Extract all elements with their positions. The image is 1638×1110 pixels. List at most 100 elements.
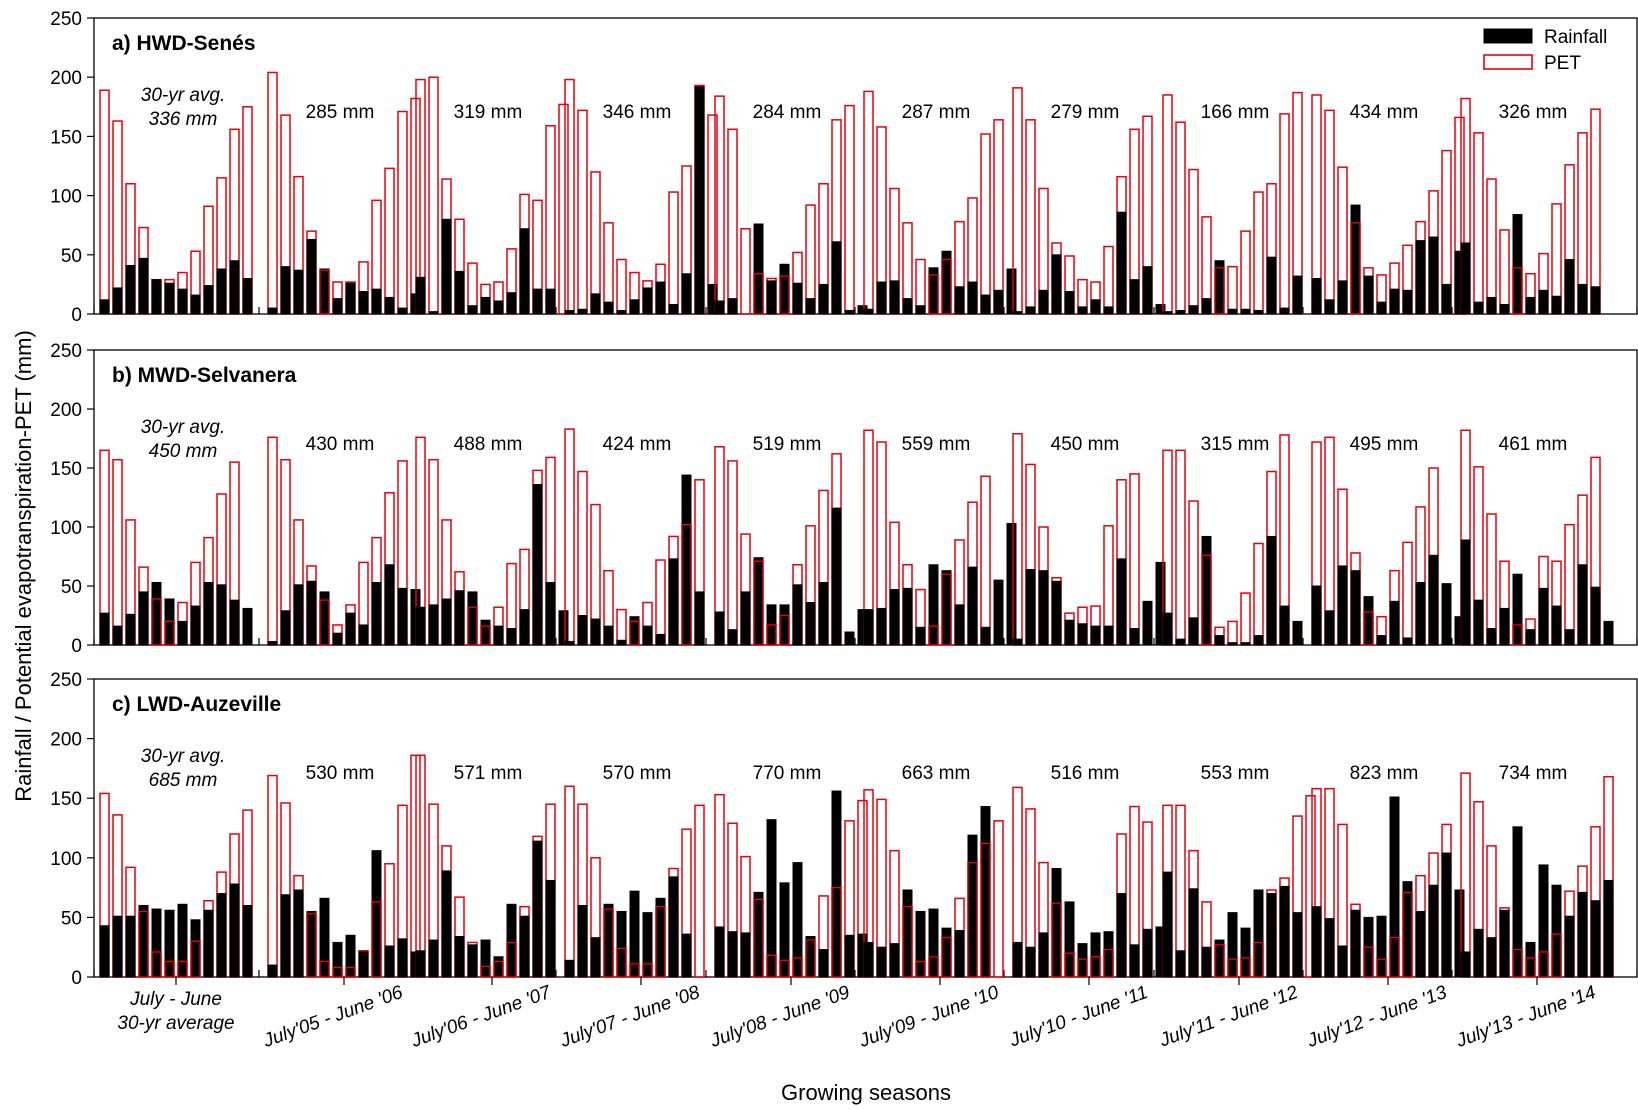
pet-bar: [863, 90, 874, 315]
pet-bar-overlay: [151, 598, 162, 646]
pet-bar: [112, 120, 123, 315]
pet-bar-overlay: [1512, 624, 1523, 646]
pet-bar: [384, 167, 395, 315]
rainfall-bar: [629, 299, 640, 315]
rainfall-bar: [190, 294, 201, 315]
pet-bar-overlay: [480, 625, 491, 646]
rainfall-bar: [564, 309, 575, 315]
pet-bar: [112, 458, 123, 646]
rainfall-bar: [229, 883, 240, 978]
pet-bar: [1564, 523, 1575, 646]
panel-title: c) LWD-Auzeville: [112, 693, 281, 716]
pet-bar-overlay: [642, 963, 653, 978]
rainfall-bar: [1577, 891, 1588, 978]
rainfall-bar: [805, 935, 816, 978]
rainfall-bar: [727, 298, 738, 315]
rainfall-bar: [480, 296, 491, 315]
pet-bar: [616, 258, 627, 315]
rainfall-bar: [1038, 289, 1049, 315]
rainfall-bar: [1051, 868, 1062, 978]
season-total-label: 519 mm: [753, 434, 822, 455]
rainfall-bar: [915, 910, 926, 978]
rainfall-bar: [112, 287, 123, 315]
rainfall-bar: [1012, 638, 1023, 646]
rainfall-bar: [1227, 912, 1238, 978]
rainfall-bar: [164, 909, 175, 978]
pet-bar-overlay: [1077, 958, 1088, 978]
x-axis-title: Growing seasons: [781, 1080, 951, 1105]
rainfall-bar: [267, 964, 278, 978]
pet-bar: [564, 785, 575, 978]
legend-rainfall-label: Rainfall: [1544, 27, 1607, 48]
rainfall-bar: [519, 915, 530, 978]
pet-bar-overlay: [480, 965, 491, 978]
pet-bar: [428, 76, 439, 315]
rainfall-bar: [603, 625, 614, 646]
season-total-label: 315 mm: [1201, 434, 1270, 455]
rainfall-bar: [545, 879, 556, 978]
rainfall-bar: [863, 941, 874, 978]
rainfall-bar: [493, 625, 504, 646]
rainfall-bar: [1155, 304, 1166, 315]
pet-bar: [564, 78, 575, 315]
pet-bar: [267, 71, 278, 315]
rainfall-bar: [844, 309, 855, 315]
season-total-label: 553 mm: [1201, 763, 1270, 784]
rainfall-bar: [1240, 927, 1251, 978]
rainfall-bar: [818, 283, 829, 315]
rainfall-bar: [1350, 204, 1361, 315]
pet-bar-overlay: [177, 960, 188, 978]
pet-bar-overlay: [164, 960, 175, 978]
rainfall-bar: [779, 263, 790, 315]
rainfall-bar: [603, 301, 614, 315]
rainfall-bar: [1551, 884, 1562, 978]
season-total-label: 166 mm: [1201, 102, 1270, 123]
rainfall-bar: [467, 944, 478, 978]
rainfall-bar: [454, 935, 465, 978]
rainfall-bar: [293, 584, 304, 646]
rainfall-bar: [1337, 565, 1348, 646]
pet-bar-overlay: [151, 951, 162, 978]
rainfall-bar: [954, 286, 965, 315]
rainfall-bar: [668, 876, 679, 978]
rainfall-bar: [280, 610, 291, 646]
rainfall-bar: [415, 606, 426, 646]
pet-bar: [1175, 449, 1186, 646]
rainfall-bar: [397, 938, 408, 978]
rainfall-bar: [1214, 939, 1225, 978]
rainfall-bar: [138, 257, 149, 315]
rainfall-bar: [415, 276, 426, 315]
rainfall-bar: [332, 941, 343, 978]
season-total-label: 450 mm: [149, 441, 218, 462]
rainfall-bar: [1512, 826, 1523, 978]
rainfall-bar: [1311, 277, 1322, 315]
legend: Rainfall PET: [1483, 27, 1607, 74]
rainfall-bar: [1253, 889, 1264, 978]
rainfall-bar: [99, 925, 110, 978]
rainfall-bar: [941, 927, 952, 978]
rainfall-bar: [1116, 558, 1127, 646]
pet-bar: [1025, 119, 1036, 315]
panel-3: 0 50 100 150 200 250 c) LWD-Auzeville 30-yr avg…: [50, 670, 1638, 989]
rainfall-bar: [1025, 568, 1036, 646]
rainfall-bar: [1129, 279, 1140, 315]
rainfall-bar: [242, 904, 253, 978]
rainfall-bar: [441, 598, 452, 646]
rainfall-bar: [1116, 893, 1127, 978]
pet-bar: [397, 110, 408, 315]
rainfall-bar: [1428, 236, 1439, 315]
pet-bar-overlay: [779, 614, 790, 646]
pet-bar-overlay: [902, 906, 913, 978]
rainfall-bar: [616, 910, 627, 978]
pet-bar: [740, 228, 751, 315]
rainfall-bar: [792, 862, 803, 978]
rainfall-bar: [1006, 268, 1017, 315]
y-tick-label: 100: [50, 849, 82, 870]
pet-bar: [590, 171, 601, 315]
rainfall-bar: [753, 557, 764, 646]
rainfall-bar: [1077, 623, 1088, 646]
rainfall-bar: [441, 870, 452, 978]
rainfall-bar: [467, 305, 478, 315]
pet-bar: [603, 222, 614, 315]
